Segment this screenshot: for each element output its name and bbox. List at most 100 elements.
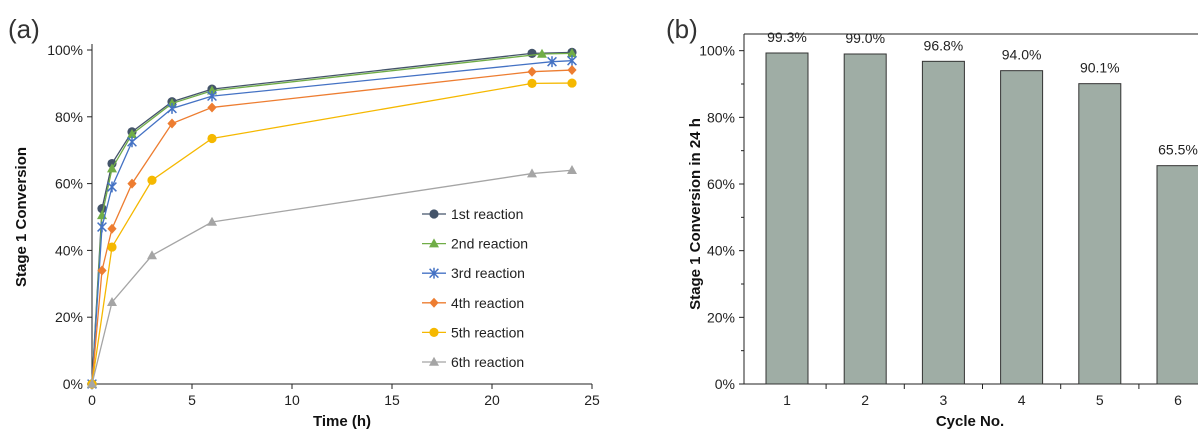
bar-cycle-5 xyxy=(1078,83,1122,385)
chart-a-ylabel: Stage 1 Conversion xyxy=(13,147,30,287)
data-label-cycle-5: 90.1% xyxy=(1080,60,1120,76)
chart-a-x-tick-label: 20 xyxy=(484,392,500,408)
data-point-4th-reaction xyxy=(127,178,137,189)
legend-marker-2nd-reaction xyxy=(429,238,439,248)
chart-a-legend: 1st reaction 2nd reaction 3rd reaction 4th … xyxy=(422,206,528,370)
series-6th-reaction xyxy=(87,165,577,388)
chart-b-x-tick-label: 4 xyxy=(1018,392,1026,408)
series-line-3rd-reaction xyxy=(91,60,573,385)
chart-b-ticks: 0% 20% 40% 60% 80% 100% 1 2 3 4 5 6 xyxy=(699,33,1198,408)
chart-a-xlabel: Time (h) xyxy=(313,413,371,430)
data-point-2nd-reaction xyxy=(537,48,547,58)
panel-label-a: (a) xyxy=(8,14,40,44)
data-point-3rd-reaction xyxy=(127,136,137,148)
data-point-4th-reaction xyxy=(567,65,577,76)
data-point-2nd-reaction xyxy=(207,85,217,95)
data-label-cycle-3: 96.8% xyxy=(924,37,964,53)
legend-label-2nd-reaction: 2nd reaction xyxy=(451,236,528,252)
legend-entry-3rd-reaction: 3rd reaction xyxy=(422,265,525,281)
data-point-5th-reaction xyxy=(567,78,577,88)
data-point-4th-reaction xyxy=(97,265,107,276)
series-line-6th-reaction xyxy=(91,169,573,385)
legend-entry-1st-reaction: 1st reaction xyxy=(422,206,523,222)
data-point-4th-reaction xyxy=(207,102,217,113)
chart-a-ticks: 0% 20% 40% 60% 80% 100% 0 5 10 15 20 25 xyxy=(47,42,600,408)
chart-a-x-tick-label: 0 xyxy=(88,392,96,408)
chart-a-y-tick-label: 100% xyxy=(47,42,83,58)
chart-b-x-tick-label: 1 xyxy=(783,392,791,408)
chart-b-bars: 99.3% 99.0% 96.8% 94.0% 90.1% 65.5% xyxy=(765,29,1198,385)
chart-b-ylabel: Stage 1 Conversion in 24 h xyxy=(687,118,704,310)
data-point-4th-reaction xyxy=(527,66,537,77)
data-point-3rd-reaction xyxy=(547,56,557,68)
chart-a-y-tick-label: 60% xyxy=(55,176,83,192)
data-point-3rd-reaction xyxy=(167,103,177,114)
data-point-6th-reaction xyxy=(87,378,97,388)
data-point-5th-reaction xyxy=(107,242,117,252)
legend-marker-3rd-reaction xyxy=(429,267,439,279)
chart-a-y-tick-label: 40% xyxy=(55,242,83,258)
data-point-2nd-reaction xyxy=(107,163,117,173)
bar-cycle-1 xyxy=(765,52,809,385)
data-point-6th-reaction xyxy=(107,296,117,306)
chart-b-y-tick-label: 80% xyxy=(707,109,735,125)
legend-entry-2nd-reaction: 2nd reaction xyxy=(422,236,528,252)
data-point-3rd-reaction xyxy=(107,181,117,193)
data-point-2nd-reaction xyxy=(127,128,137,138)
data-point-4th-reaction xyxy=(107,223,117,234)
series-5th-reaction xyxy=(87,78,577,389)
series-3rd-reaction xyxy=(87,55,577,390)
bar-cycle-4 xyxy=(1000,70,1044,385)
series-line-5th-reaction xyxy=(91,82,573,385)
chart-b-x-tick-label: 6 xyxy=(1174,392,1182,408)
data-point-6th-reaction xyxy=(147,250,157,260)
chart-a-x-tick-label: 25 xyxy=(584,392,600,408)
bar-cycle-3 xyxy=(921,60,965,385)
legend-label-3rd-reaction: 3rd reaction xyxy=(451,265,525,281)
legend-marker-5th-reaction xyxy=(429,327,439,337)
legend-entry-4th-reaction: 4th reaction xyxy=(422,295,524,311)
chart-b-x-tick-label: 5 xyxy=(1096,392,1104,408)
bar-cycle-6 xyxy=(1156,165,1198,385)
data-label-cycle-6: 65.5% xyxy=(1158,142,1198,158)
data-point-6th-reaction xyxy=(527,168,537,178)
chart-b: (b) 0% 20% 40% 60% 80% 100% 1 2 3 4 5 6 99.3% 99.0% 9… xyxy=(666,14,1198,430)
data-point-6th-reaction xyxy=(567,165,577,175)
data-label-cycle-1: 99.3% xyxy=(767,29,807,45)
chart-b-xlabel: Cycle No. xyxy=(936,413,1004,430)
data-point-3rd-reaction xyxy=(207,90,217,102)
legend-label-1st-reaction: 1st reaction xyxy=(451,206,523,222)
data-point-1st-reaction xyxy=(527,48,537,58)
chart-a-series xyxy=(87,47,577,390)
legend-marker-6th-reaction xyxy=(429,356,439,366)
chart-b-x-tick-label: 3 xyxy=(940,392,948,408)
data-point-4th-reaction xyxy=(167,118,177,129)
data-point-5th-reaction xyxy=(147,175,157,185)
series-line-2nd-reaction xyxy=(91,52,573,385)
data-point-2nd-reaction xyxy=(567,48,577,58)
series-line-4th-reaction xyxy=(91,69,573,385)
legend-label-5th-reaction: 5th reaction xyxy=(451,324,524,340)
chart-a: (a) 0% 20% 40% 60% 80% 100% 0 5 10 15 20 25 1st rea… xyxy=(8,14,600,430)
legend-marker-4th-reaction xyxy=(429,297,439,308)
bar-cycle-2 xyxy=(843,53,887,385)
chart-b-y-tick-label: 0% xyxy=(715,376,735,392)
data-point-5th-reaction xyxy=(207,133,217,144)
chart-a-y-tick-label: 0% xyxy=(63,376,83,392)
data-point-3rd-reaction xyxy=(567,55,577,67)
chart-b-y-tick-label: 40% xyxy=(707,243,735,259)
series-4th-reaction xyxy=(87,65,577,389)
data-point-6th-reaction xyxy=(207,216,217,226)
data-label-cycle-2: 99.0% xyxy=(845,30,885,46)
chart-a-x-tick-label: 5 xyxy=(188,392,196,408)
legend-marker-1st-reaction xyxy=(429,209,439,219)
chart-b-y-tick-label: 100% xyxy=(699,43,735,59)
chart-b-x-tick-label: 2 xyxy=(861,392,869,408)
chart-a-y-tick-label: 80% xyxy=(55,109,83,125)
chart-b-y-tick-label: 60% xyxy=(707,176,735,192)
legend-label-6th-reaction: 6th reaction xyxy=(451,354,524,370)
legend-label-4th-reaction: 4th reaction xyxy=(451,295,524,311)
data-point-5th-reaction xyxy=(527,78,537,88)
chart-b-y-tick-label: 20% xyxy=(707,309,735,325)
panel-label-b: (b) xyxy=(666,14,698,44)
